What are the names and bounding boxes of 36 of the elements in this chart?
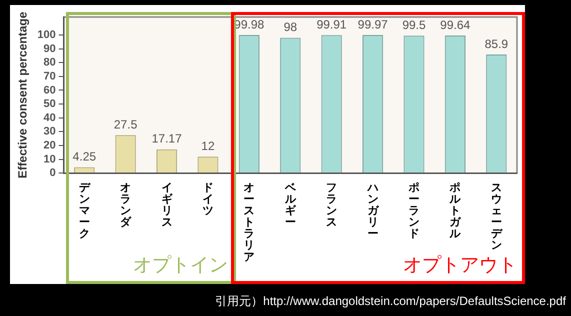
y-tick-label: 10 bbox=[44, 153, 56, 166]
text: オプトイン bbox=[133, 254, 228, 278]
data-label: 99.97 bbox=[358, 17, 388, 32]
x-tick-label: オランダ bbox=[120, 182, 132, 229]
text: 引用元）http://www.dangoldstein.com/papers/DefaultsScience.pdf bbox=[215, 293, 566, 310]
y-tick-label: 50 bbox=[44, 98, 56, 110]
data-label: 99.91 bbox=[316, 17, 347, 32]
x-tick-label: ベルギー bbox=[284, 182, 297, 229]
y-axis-title: Effective consent percentage bbox=[16, 11, 30, 178]
y-tick-label: 80 bbox=[44, 56, 56, 69]
x-tick-label: イギリス bbox=[161, 182, 174, 229]
y-tick-label: 0 bbox=[50, 167, 56, 180]
y-tick-label: 90 bbox=[44, 42, 56, 55]
data-label: 99.5 bbox=[402, 18, 426, 32]
x-tick-label: ハンガリー bbox=[366, 182, 380, 240]
y-tick-label: 70 bbox=[44, 70, 56, 82]
text: オプトアウト bbox=[403, 254, 517, 278]
y-tick-label: 30 bbox=[44, 126, 56, 138]
x-tick-label: ポルトガル bbox=[448, 182, 462, 240]
x-tick-label: ドイツ bbox=[202, 182, 214, 218]
x-tick-label: フランス bbox=[326, 182, 338, 229]
y-tick-label: 60 bbox=[44, 84, 56, 96]
data-label: 85.9 bbox=[484, 36, 508, 51]
data-label: 4.25 bbox=[72, 150, 96, 164]
data-label: 27.5 bbox=[114, 117, 138, 132]
data-label: 99.64 bbox=[440, 18, 471, 32]
x-tick-label: ポーランド bbox=[407, 182, 420, 240]
x-tick-label: スウェーデン bbox=[490, 182, 503, 252]
x-tick-label: デンマーク bbox=[78, 182, 91, 240]
y-tick-label: 40 bbox=[44, 112, 56, 124]
y-tick-label: 20 bbox=[44, 140, 56, 152]
y-tick-label: 100 bbox=[37, 28, 56, 41]
data-label: 12 bbox=[201, 138, 215, 153]
data-label: 17.17 bbox=[152, 132, 182, 146]
data-label: 98 bbox=[284, 20, 298, 34]
x-tick-label: オーストラリア bbox=[244, 182, 255, 264]
